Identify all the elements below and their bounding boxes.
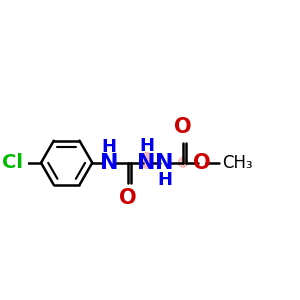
Text: N: N bbox=[100, 153, 118, 173]
Text: Cl: Cl bbox=[2, 153, 23, 172]
Text: O: O bbox=[174, 117, 192, 137]
Text: H: H bbox=[139, 136, 154, 154]
Text: H: H bbox=[157, 171, 172, 189]
Text: N: N bbox=[155, 153, 174, 173]
Text: CH₃: CH₃ bbox=[222, 154, 253, 172]
Text: N: N bbox=[137, 153, 156, 173]
Text: O: O bbox=[193, 153, 210, 173]
Text: O: O bbox=[119, 188, 137, 208]
Ellipse shape bbox=[178, 157, 188, 168]
Text: H: H bbox=[101, 138, 116, 156]
Ellipse shape bbox=[140, 152, 153, 169]
